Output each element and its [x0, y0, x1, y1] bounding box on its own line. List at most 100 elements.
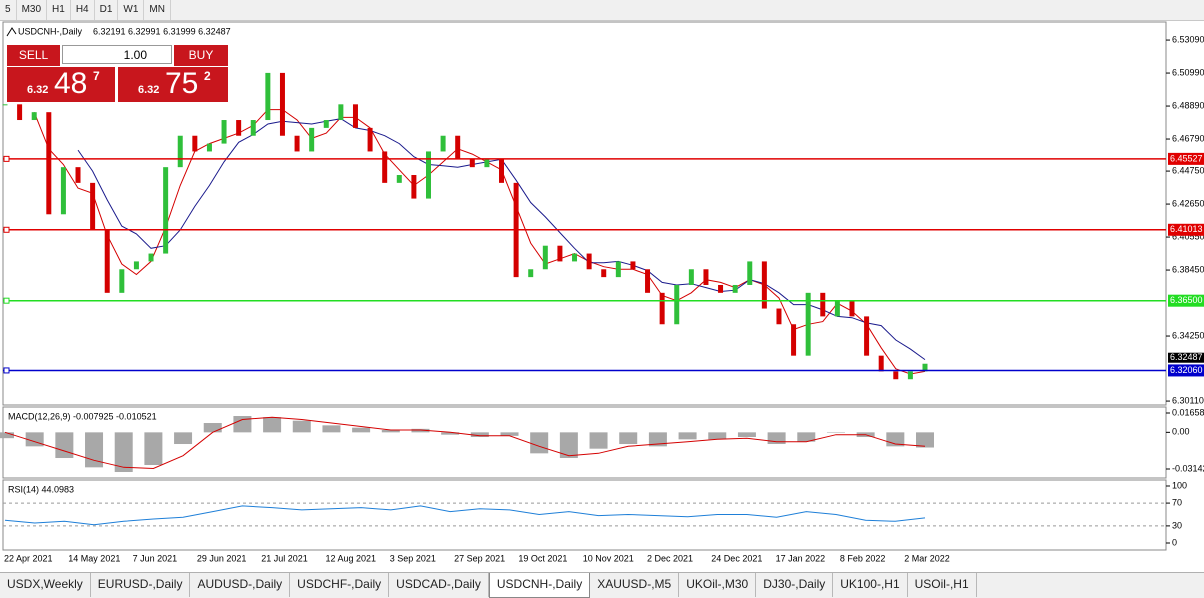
y-tick-label: 0.00: [1172, 427, 1190, 437]
candle: [279, 72, 285, 136]
chart-tab[interactable]: EURUSD-,Daily: [91, 573, 191, 597]
candle: [791, 324, 797, 356]
panel-title: USDCNH-,Daily: [18, 26, 83, 36]
candle: [907, 371, 913, 380]
candle: [411, 175, 417, 199]
macd-bar: [263, 417, 282, 433]
chart-tabs: USDX,Weekly EURUSD-,Daily AUDUSD-,Daily USD…: [0, 572, 1204, 598]
x-tick-label: 27 Sep 2021: [454, 553, 505, 563]
candle: [163, 167, 169, 254]
candle: [615, 261, 621, 278]
ohlc-text: 6.32191 6.32991 6.31999 6.32487: [93, 26, 231, 36]
x-tick-label: 2 Dec 2021: [647, 553, 693, 563]
macd-bar: [500, 432, 519, 436]
timeframe-button[interactable]: H1: [47, 0, 71, 20]
candle: [499, 159, 505, 183]
candle: [60, 167, 66, 215]
candle: [75, 167, 81, 183]
candle: [31, 112, 37, 121]
candle: [236, 120, 242, 136]
price-pip: 7: [93, 69, 100, 83]
y-tick-label: 0.016589: [1172, 407, 1204, 417]
level-handle: [3, 155, 10, 162]
x-tick-label: 10 Nov 2021: [583, 553, 634, 563]
candle: [761, 261, 767, 309]
panel-frame: [2, 406, 1167, 479]
chart: USDCNH-,Daily 6.53090 6.50990 6.48890 6.4679…: [0, 21, 1204, 563]
buy-button[interactable]: BUY: [174, 45, 228, 66]
x-tick-label: 3 Sep 2021: [390, 553, 436, 563]
timeframe-button[interactable]: MN: [144, 0, 171, 20]
candle: [732, 284, 738, 293]
y-tick-label: -0.031423: [1172, 463, 1204, 473]
candle: [572, 253, 578, 262]
level-handle: [3, 367, 10, 374]
x-tick-label: 21 Jul 2021: [261, 553, 308, 563]
chart-tab[interactable]: XAUUSD-,M5: [590, 573, 680, 597]
chart-tab[interactable]: AUDUSD-,Daily: [190, 573, 291, 597]
chart-tab[interactable]: USDCHF-,Daily: [290, 573, 390, 597]
candle: [177, 135, 183, 168]
macd-bar: [55, 432, 74, 459]
price-pip: 2: [204, 69, 211, 83]
timeframe-button[interactable]: W1: [118, 0, 145, 20]
y-tick-label: 100: [1172, 480, 1187, 490]
macd-bar: [797, 432, 816, 442]
panel-frame: [2, 479, 1167, 551]
level-label: 6.41013: [1170, 224, 1203, 234]
candle: [659, 292, 665, 325]
x-tick-label: 17 Jan 2022: [776, 553, 826, 563]
candle: [90, 182, 96, 230]
macd-bar: [470, 432, 489, 438]
level-label-box: [1168, 223, 1204, 236]
macd-bar: [144, 432, 163, 466]
buy-price[interactable]: 6.32 75 2: [118, 67, 228, 102]
rsi-line: [4, 505, 926, 526]
level-label-box: [1168, 364, 1204, 377]
macd-bar: [767, 432, 786, 445]
chart-tab[interactable]: USDX,Weekly: [0, 573, 91, 597]
price-big: 6.32: [138, 84, 160, 96]
timeframe-button[interactable]: M30: [17, 0, 48, 20]
timeframe-button[interactable]: 5: [0, 0, 17, 20]
timeframe-toolbar: 5 M30 H1 H4 D1 W1 MN: [0, 0, 1204, 21]
candle: [630, 261, 636, 270]
chart-tab[interactable]: USDCNH-,Daily: [488, 573, 591, 598]
chart-tab[interactable]: DJ30-,Daily: [756, 573, 834, 597]
price-main: 48: [54, 67, 88, 100]
candle: [440, 135, 446, 152]
x-tick-label: 2 Mar 2022: [904, 553, 950, 563]
y-tick-label: 70: [1172, 497, 1182, 507]
volume-input[interactable]: 1.00: [62, 45, 172, 64]
timeframe-button[interactable]: H4: [71, 0, 95, 20]
chart-tab[interactable]: USDCAD-,Daily: [389, 573, 489, 597]
level-label: 6.36500: [1170, 295, 1203, 305]
sell-price[interactable]: 6.32 48 7: [7, 67, 115, 102]
x-tick-label: 8 Feb 2022: [840, 553, 886, 563]
moving-average: [77, 118, 926, 361]
candle: [688, 269, 694, 285]
last-price-label: 6.32487: [1170, 352, 1203, 362]
x-tick-label: 14 May 2021: [68, 553, 120, 563]
candle: [133, 261, 139, 270]
y-tick-label: 6.46790: [1172, 133, 1204, 143]
candle: [820, 292, 826, 317]
candle: [206, 143, 212, 152]
y-tick-label: 6.42650: [1172, 198, 1204, 208]
candle: [747, 261, 753, 285]
level-label: 6.32060: [1170, 365, 1203, 375]
candle: [922, 363, 928, 372]
sell-button[interactable]: SELL: [7, 45, 60, 66]
chart-tab[interactable]: UKOil-,M30: [679, 573, 757, 597]
level-label-box: [1168, 294, 1204, 307]
chart-tab[interactable]: USOil-,H1: [908, 573, 977, 597]
candle: [221, 120, 227, 144]
level-label: 6.45527: [1170, 153, 1203, 163]
candle: [294, 135, 300, 152]
timeframe-button[interactable]: D1: [95, 0, 119, 20]
candle: [309, 127, 315, 152]
candle: [864, 316, 870, 356]
candle: [119, 269, 125, 293]
candle: [250, 120, 256, 136]
chart-tab[interactable]: UK100-,H1: [833, 573, 908, 597]
